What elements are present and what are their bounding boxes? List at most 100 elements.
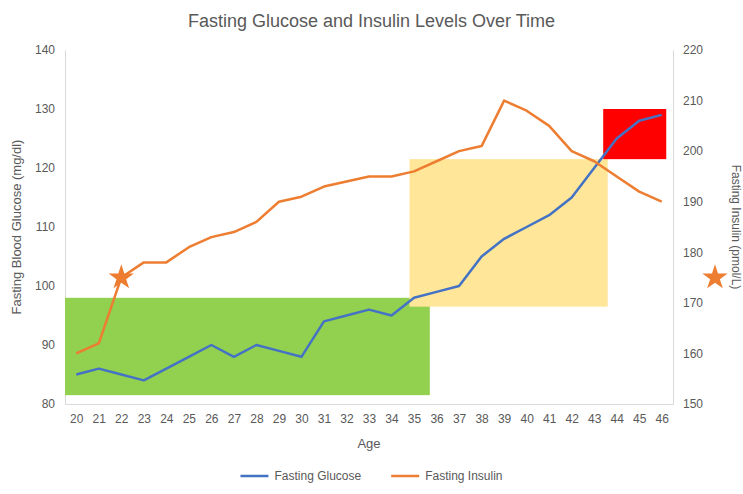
x-axis-line [66, 404, 674, 405]
x-axis-tick: 20 [70, 404, 84, 426]
chart: 20 21 22 23 24 25 26 27 28 29 30 31 32 33 34 35 36 37 38 39… [0, 0, 743, 494]
y2-axis-tick-label: 180 [683, 246, 703, 260]
x-axis-tick-label: 35 [408, 412, 422, 426]
x-axis-tick: 40 [520, 404, 534, 426]
y-axis-title: Fasting Blood Glucose (mg/dl) [9, 140, 24, 315]
x-axis-tick: 37 [453, 404, 467, 426]
x-axis-tick-label: 22 [115, 412, 129, 426]
x-axis-tick-label: 33 [363, 412, 377, 426]
legend-label: Fasting Glucose [274, 469, 361, 483]
y2-axis-tick-label: 150 [683, 397, 703, 411]
legend-item: Fasting Glucose [240, 469, 361, 483]
y2-axis-tick-label: 210 [683, 94, 703, 108]
x-axis-tick-label: 24 [160, 412, 174, 426]
x-axis-tick: 39 [498, 404, 512, 426]
x-axis-tick: 43 [588, 404, 602, 426]
y-axis-tick: 90 [42, 338, 65, 352]
x-axis-tick-label: 44 [611, 412, 625, 426]
series-line [76, 115, 661, 381]
x-axis-tick-label: 28 [250, 412, 264, 426]
y2-axis-tick-label: 190 [683, 195, 703, 209]
y2-axis-tick: 170 [673, 296, 703, 310]
y-axis-tick-label: 120 [35, 161, 55, 175]
y2-axis: 150 160 170 180 190 200 210 220 [673, 43, 703, 411]
y-axis-tick-label: 90 [42, 338, 56, 352]
x-axis-tick-label: 21 [93, 412, 107, 426]
x-axis-tick: 30 [295, 404, 309, 426]
x-axis-tick: 42 [565, 404, 579, 426]
x-axis-tick: 34 [385, 404, 399, 426]
x-axis-tick-label: 36 [430, 412, 444, 426]
x-axis-tick: 35 [408, 404, 422, 426]
x-axis-tick: 33 [363, 404, 377, 426]
x-axis-tick: 36 [430, 404, 444, 426]
y2-axis-tick-label: 160 [683, 347, 703, 361]
x-axis-tick: 22 [115, 404, 129, 426]
y2-axis-tick: 200 [673, 144, 703, 158]
y-axis-tick-label: 80 [42, 397, 56, 411]
x-axis-tick: 25 [183, 404, 197, 426]
x-axis-tick-label: 25 [183, 412, 197, 426]
x-axis-tick-label: 32 [340, 412, 354, 426]
legend-label: Fasting Insulin [425, 469, 502, 483]
x-axis-tick-label: 42 [565, 412, 579, 426]
y2-axis-title: Fasting Insulin (pmol/L) [729, 165, 743, 290]
y-axis-tick: 120 [35, 161, 65, 175]
y2-axis-tick: 160 [673, 347, 703, 361]
y2-axis-tick-label: 220 [683, 43, 703, 57]
y-axis-tick-label: 140 [35, 43, 55, 57]
star-marker [702, 264, 727, 288]
shaded-region [410, 159, 608, 307]
x-axis-tick: 46 [656, 404, 670, 426]
x-axis-tick-label: 45 [633, 412, 647, 426]
series-line [76, 101, 661, 354]
legend-item: Fasting Insulin [391, 469, 502, 483]
y-axis-tick: 140 [35, 43, 65, 57]
y2-axis-line [673, 51, 674, 405]
plot-area [65, 101, 666, 396]
y2-axis-tick: 210 [673, 94, 703, 108]
x-axis-tick-label: 38 [475, 412, 489, 426]
x-axis-tick-label: 40 [520, 412, 534, 426]
legend-swatch [240, 475, 268, 478]
x-axis-tick-label: 20 [70, 412, 84, 426]
x-axis-tick: 44 [611, 404, 625, 426]
x-axis-tick: 38 [475, 404, 489, 426]
legend-swatch [391, 475, 419, 478]
x-axis-tick: 27 [228, 404, 242, 426]
legend: Fasting Glucose Fasting Insulin [240, 469, 502, 483]
x-axis-tick: 28 [250, 404, 264, 426]
x-axis-tick-label: 30 [295, 412, 309, 426]
x-axis-tick-label: 27 [228, 412, 242, 426]
chart-title: Fasting Glucose and Insulin Levels Over … [188, 11, 555, 31]
x-axis-tick-label: 26 [205, 412, 219, 426]
x-axis-tick: 24 [160, 404, 174, 426]
x-axis-tick-label: 23 [138, 412, 152, 426]
y2-axis-tick: 220 [673, 43, 703, 57]
x-axis-tick-label: 41 [543, 412, 557, 426]
y-axis-tick: 110 [36, 220, 65, 234]
y2-axis-tick: 180 [673, 246, 703, 260]
x-axis-tick-label: 39 [498, 412, 512, 426]
star-marker [109, 264, 134, 288]
x-axis-tick-label: 43 [588, 412, 602, 426]
x-axis: 20 21 22 23 24 25 26 27 28 29 30 31 32 33 34 35 36 37 38 39… [66, 404, 674, 426]
y-axis: 80 90 100 110 120 130 140 [35, 43, 66, 411]
y2-axis-tick: 150 [673, 397, 703, 411]
y-axis-tick: 80 [42, 397, 65, 411]
x-axis-tick: 45 [633, 404, 647, 426]
x-axis-tick: 26 [205, 404, 219, 426]
x-axis-title: Age [357, 436, 380, 451]
x-axis-tick: 29 [273, 404, 287, 426]
x-axis-tick-label: 31 [318, 412, 332, 426]
y2-axis-tick: 190 [673, 195, 703, 209]
x-axis-tick: 21 [93, 404, 107, 426]
x-axis-tick: 31 [318, 404, 332, 426]
y-axis-tick-label: 110 [36, 220, 55, 234]
y-axis-tick: 130 [35, 102, 65, 116]
y2-axis-tick-label: 200 [683, 144, 703, 158]
y2-axis-tick-label: 170 [683, 296, 703, 310]
x-axis-tick: 23 [138, 404, 152, 426]
x-axis-tick-label: 46 [656, 412, 670, 426]
y-axis-tick-label: 100 [35, 279, 55, 293]
